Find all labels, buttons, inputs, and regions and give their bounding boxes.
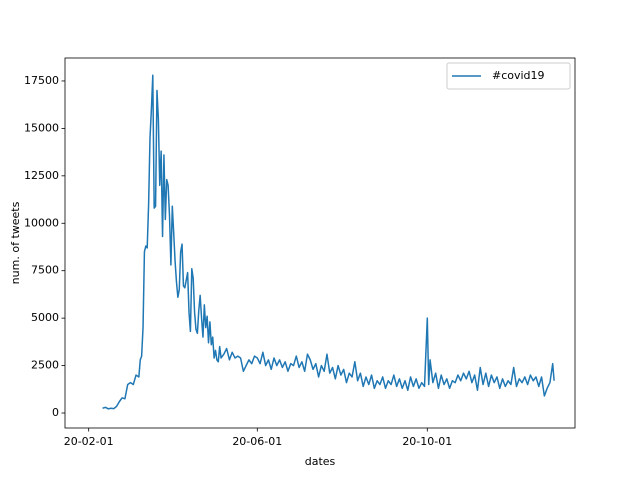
x-tick-label: 20-06-01 (232, 435, 282, 448)
y-tick-label: 2500 (31, 359, 59, 372)
x-axis-label: dates (305, 455, 336, 468)
y-tick-label: 15000 (24, 121, 59, 134)
y-tick-label: 7500 (31, 264, 59, 277)
y-tick-label: 5000 (31, 311, 59, 324)
y-tick-label: 12500 (24, 169, 59, 182)
y-tick-label: 10000 (24, 216, 59, 229)
plot-frame (64, 57, 576, 429)
y-tick-label: 0 (52, 406, 59, 419)
legend-box (446, 62, 571, 90)
y-tick-label: 17500 (24, 74, 59, 87)
y-axis-label: num. of tweets (9, 201, 22, 284)
legend-label: #covid19 (492, 69, 545, 82)
x-tick-label: 20-02-01 (64, 435, 114, 448)
x-tick-label: 20-10-01 (402, 435, 452, 448)
line (102, 74, 555, 410)
